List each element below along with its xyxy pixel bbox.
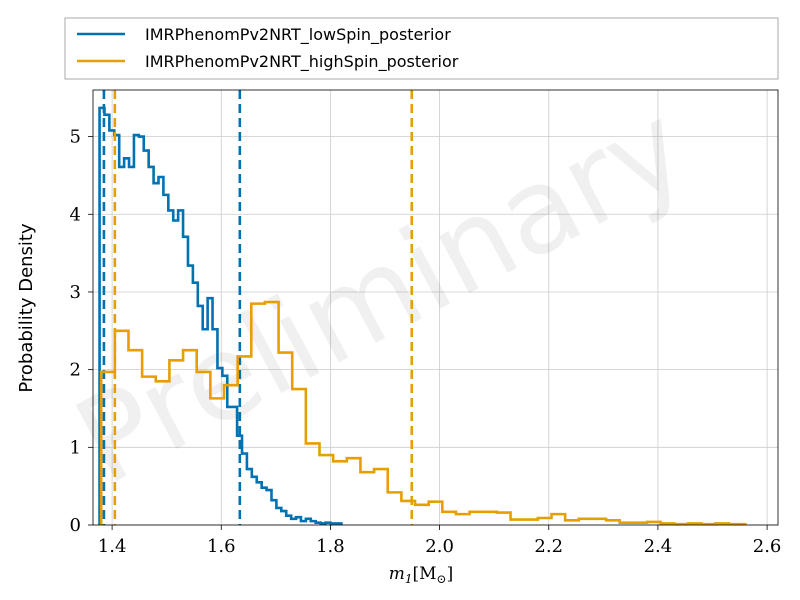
legend: IMRPhenomPv2NRT_lowSpin_posterior IMRPhe…	[64, 17, 779, 80]
x-tick-label: 1.4	[98, 536, 127, 557]
legend-frame	[64, 17, 779, 80]
y-tick-label: 3	[70, 282, 81, 303]
plot-frame	[92, 89, 779, 526]
legend-label-lowspin: IMRPhenomPv2NRT_lowSpin_posterior	[145, 25, 451, 45]
y-tick-label: 1	[70, 437, 81, 458]
x-tick-label: 2.0	[425, 536, 454, 557]
y-tick-label: 4	[70, 204, 81, 225]
y-axis-label: Probability Density	[16, 223, 37, 393]
x-tick-label: 1.8	[316, 536, 345, 557]
y-tick-label: 5	[70, 127, 81, 148]
legend-label-highspin: IMRPhenomPv2NRT_highSpin_posterior	[145, 52, 459, 72]
histogram-series-1	[99, 300, 747, 526]
x-axis-label: m1[M⊙]	[389, 564, 454, 586]
x-tick-label: 2.4	[644, 536, 673, 557]
x-tick-label: 2.6	[753, 536, 782, 557]
y-tick-label: 2	[70, 360, 81, 381]
series-layer	[98, 90, 747, 526]
x-tick-label: 2.2	[534, 536, 563, 557]
histogram-series-0	[98, 106, 343, 525]
y-tick-label: 0	[70, 515, 81, 536]
x-tick-label: 1.6	[207, 536, 236, 557]
axis-ticks: 1.4 1.6 1.8 2.0 2.2 2.4 2.6 0 1 2 3 4 5	[70, 127, 782, 557]
